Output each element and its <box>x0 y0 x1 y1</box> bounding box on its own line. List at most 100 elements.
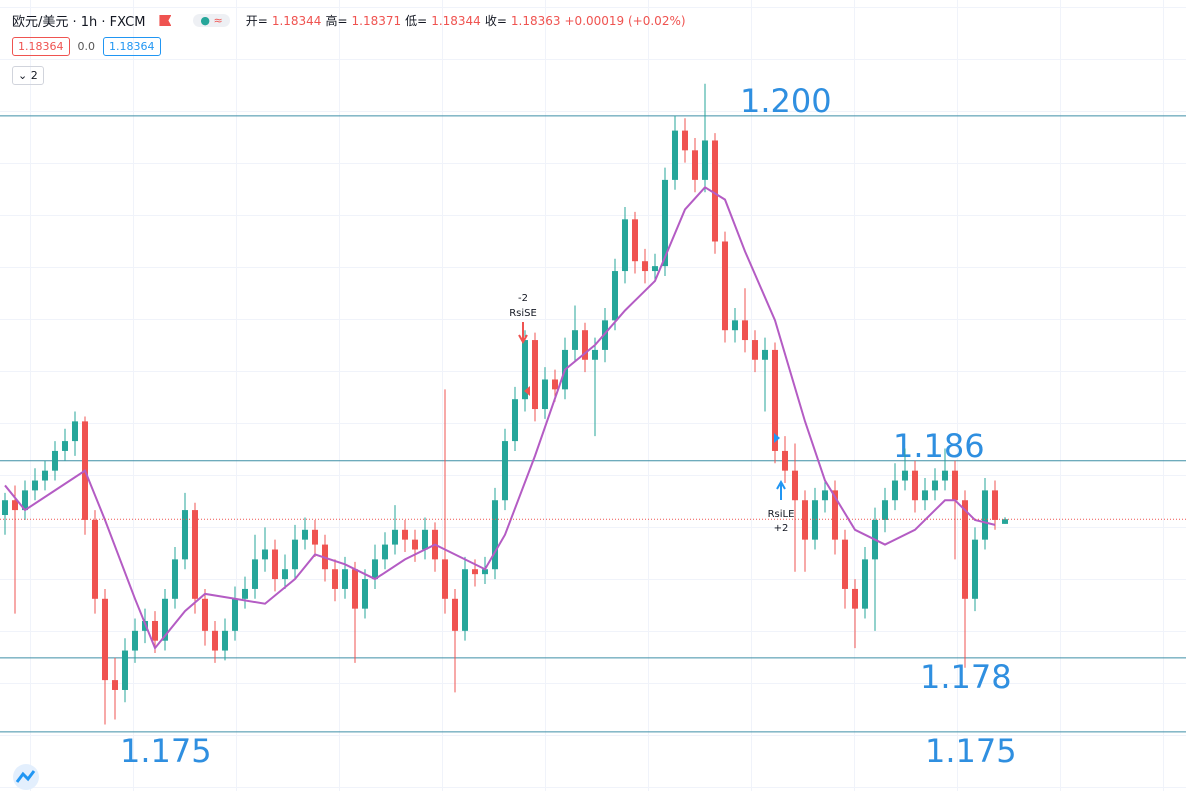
candle-body <box>102 598 108 681</box>
high-label: 高= <box>325 14 348 28</box>
candle-body <box>842 539 848 589</box>
candle-body <box>902 470 908 481</box>
candle-body <box>702 140 708 180</box>
candle-body <box>402 529 408 540</box>
candle-body <box>382 544 388 560</box>
candle-body <box>162 598 168 641</box>
candle-body <box>612 271 618 321</box>
candle-body <box>802 500 808 540</box>
candle-body <box>682 130 688 151</box>
candle-body <box>192 510 198 599</box>
close-label: 收= <box>484 14 507 28</box>
candle-body <box>922 490 928 501</box>
candle-body <box>502 441 508 501</box>
candle-body <box>822 490 828 501</box>
candle-body <box>362 579 368 609</box>
buy-price[interactable]: 1.18364 <box>103 37 161 56</box>
level-label: 1.186 <box>893 427 985 465</box>
candle-body <box>392 529 398 545</box>
candle-body <box>792 470 798 501</box>
indicator-count: 2 <box>30 69 38 82</box>
candle-body <box>522 340 528 400</box>
candle-body <box>12 500 18 511</box>
candle-body <box>152 620 158 641</box>
open-value: 1.18344 <box>271 13 322 28</box>
level-label: 1.175 <box>120 732 212 770</box>
candle-body <box>302 529 308 540</box>
signal-arrow <box>776 479 786 500</box>
candle-body <box>892 480 898 501</box>
candle-body <box>232 598 238 631</box>
candle-body <box>222 630 228 651</box>
candle-body <box>182 510 188 560</box>
candle-body <box>422 529 428 550</box>
candle-body <box>592 349 598 360</box>
legend-row: 欧元/美元 · 1h · FXCM ● ≈ 开= 1.18344 高= 1.1837… <box>12 11 686 31</box>
indicator-row: ⌄ 2 <box>12 66 44 85</box>
candle-body <box>52 450 58 471</box>
candle-body <box>272 549 278 580</box>
low-label: 低= <box>405 14 428 28</box>
candle-body <box>72 421 78 442</box>
candle-body <box>512 399 518 442</box>
candle-body <box>1002 519 1008 524</box>
candle-body <box>352 569 358 609</box>
candle-body <box>252 559 258 589</box>
candle-body <box>752 340 758 360</box>
candle-body <box>982 490 988 540</box>
candle-body <box>622 219 628 272</box>
close-value: 1.18363 <box>510 13 561 28</box>
signal-marker <box>774 433 780 443</box>
candle-body <box>932 480 938 491</box>
open-label: 开= <box>245 14 268 28</box>
signal-qty: +2 <box>774 523 789 534</box>
candle-body <box>762 349 768 360</box>
candle-body <box>652 266 658 272</box>
symbol: 欧元/美元 · 1h · FXCM <box>12 15 146 30</box>
signal-name: RsiSE <box>509 308 537 319</box>
signal-arrow <box>518 322 528 345</box>
level-label: 1.200 <box>740 82 832 120</box>
sell-price[interactable]: 1.18364 <box>12 37 70 56</box>
candle-body <box>492 500 498 570</box>
candle-body <box>642 261 648 272</box>
candle-body <box>662 179 668 267</box>
candle-body <box>292 539 298 570</box>
candle-body <box>242 588 248 599</box>
candle-body <box>412 539 418 550</box>
candle-body <box>552 379 558 390</box>
candle-body <box>282 569 288 580</box>
quote-row: 1.18364 0.0 1.18364 <box>12 37 161 56</box>
candle-body <box>342 569 348 589</box>
change: +0.00019 (+0.02%) <box>564 13 686 28</box>
candle-body <box>772 349 778 451</box>
candle-body <box>602 320 608 350</box>
candle-body <box>112 680 118 690</box>
indicator-toggle[interactable]: ⌄ 2 <box>12 66 44 85</box>
toggle[interactable]: ● ≈ <box>193 14 230 27</box>
candle-body <box>452 598 458 631</box>
candle-body <box>122 650 128 690</box>
candle-body <box>742 320 748 341</box>
candle-body <box>832 490 838 540</box>
candle-body <box>62 441 68 451</box>
candle-body <box>882 500 888 520</box>
candle-body <box>212 630 218 651</box>
flag[interactable] <box>159 15 172 26</box>
logo <box>15 770 36 783</box>
candle-body <box>962 500 968 599</box>
candle-body <box>672 130 678 180</box>
high-value: 1.18371 <box>351 13 402 28</box>
candle-body <box>632 219 638 262</box>
low-value: 1.18344 <box>431 13 481 28</box>
candle-body <box>42 470 48 481</box>
level-label: 1.178 <box>920 658 1012 696</box>
candle-body <box>92 519 98 599</box>
candle-body <box>532 340 538 410</box>
candle-body <box>32 480 38 491</box>
candle-body <box>482 569 488 575</box>
signal-marker <box>524 386 530 396</box>
candle-body <box>782 450 788 471</box>
